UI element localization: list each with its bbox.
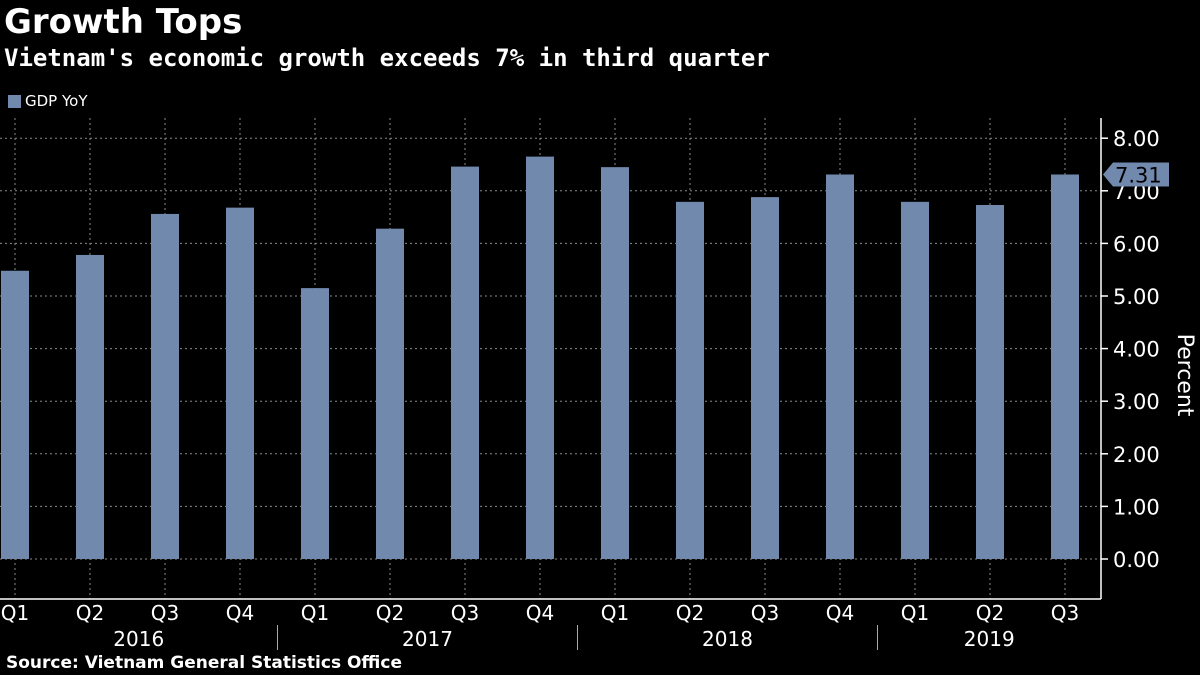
- bar: [1051, 174, 1079, 559]
- x-tick-label: Q3: [451, 601, 479, 625]
- x-tick-label: Q4: [526, 601, 554, 625]
- x-tick-label: Q2: [376, 601, 404, 625]
- y-tick-label: 8.00: [1113, 127, 1160, 151]
- year-label: 2018: [702, 627, 753, 651]
- bar: [376, 228, 404, 559]
- y-tick-label: 4.00: [1113, 338, 1160, 362]
- year-label: 2017: [402, 627, 453, 651]
- x-tick-label: Q1: [1, 601, 29, 625]
- bar: [676, 201, 704, 559]
- bar: [226, 207, 254, 559]
- bar: [151, 213, 179, 559]
- bar: [976, 205, 1004, 559]
- year-label: 2016: [113, 627, 164, 651]
- x-tick-label: Q4: [826, 601, 854, 625]
- bar: [451, 166, 479, 559]
- bar: [526, 156, 554, 560]
- legend-swatch: [8, 94, 21, 108]
- x-tick-label: Q1: [901, 601, 929, 625]
- y-axis-label: Percent: [1172, 334, 1197, 417]
- source-note: Source: Vietnam General Statistics Offic…: [6, 653, 402, 673]
- x-tick-label: Q3: [1051, 601, 1079, 625]
- x-tick-label: Q2: [976, 601, 1004, 625]
- bar: [601, 167, 629, 559]
- legend-label: GDP YoY: [25, 92, 88, 110]
- y-tick-label: 6.00: [1113, 232, 1160, 256]
- bar: [751, 197, 779, 559]
- x-tick-label: Q1: [601, 601, 629, 625]
- legend: GDP YoY: [8, 92, 88, 110]
- bar: [301, 288, 329, 559]
- last-value-label: 7.31: [1115, 163, 1162, 187]
- last-value-tag: [1103, 162, 1169, 187]
- y-tick-label: 0.00: [1113, 548, 1160, 572]
- bar: [76, 254, 104, 560]
- x-tick-label: Q2: [76, 601, 104, 625]
- y-tick-label: 2.00: [1113, 443, 1160, 467]
- y-tick-label: 1.00: [1113, 495, 1160, 519]
- x-tick-label: Q2: [676, 601, 704, 625]
- x-tick-label: Q1: [301, 601, 329, 625]
- y-tick-label: 5.00: [1113, 285, 1160, 309]
- bar: [901, 201, 929, 559]
- chart-title: Growth Tops: [4, 2, 243, 42]
- year-label: 2019: [964, 627, 1015, 651]
- bar: [1, 270, 29, 559]
- x-tick-label: Q4: [226, 601, 254, 625]
- chart-subtitle: Vietnam's economic growth exceeds 7% in …: [4, 44, 770, 72]
- bar: [826, 174, 854, 559]
- y-tick-label: 3.00: [1113, 390, 1160, 414]
- x-tick-label: Q3: [751, 601, 779, 625]
- x-tick-label: Q3: [151, 601, 179, 625]
